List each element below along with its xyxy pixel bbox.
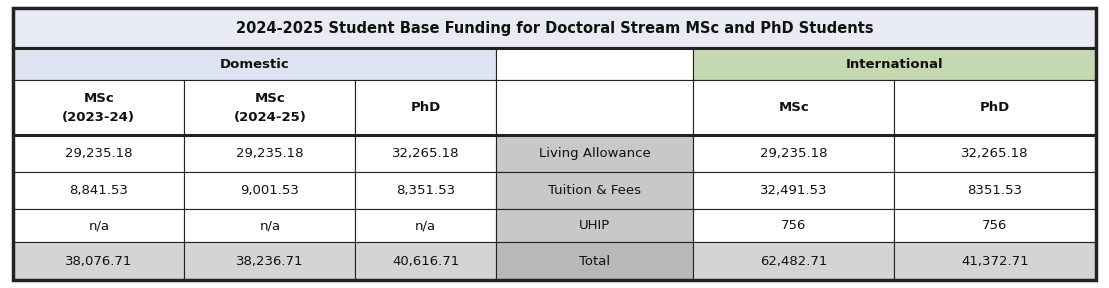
Bar xyxy=(693,172,894,209)
Bar xyxy=(184,80,355,135)
Bar xyxy=(894,209,1096,242)
Text: 29,235.18: 29,235.18 xyxy=(760,147,827,160)
Text: Total: Total xyxy=(579,255,610,268)
Text: UHIP: UHIP xyxy=(579,219,610,232)
Text: Tuition & Fees: Tuition & Fees xyxy=(548,184,641,197)
Text: 8,351.53: 8,351.53 xyxy=(396,184,456,197)
Text: 41,372.71: 41,372.71 xyxy=(962,255,1029,268)
Bar xyxy=(496,135,693,172)
Bar xyxy=(355,209,496,242)
Text: PhD: PhD xyxy=(410,101,440,114)
Text: n/a: n/a xyxy=(415,219,436,232)
Bar xyxy=(13,80,184,135)
Text: n/a: n/a xyxy=(260,219,281,232)
Text: 38,236.71: 38,236.71 xyxy=(236,255,304,268)
Bar xyxy=(693,48,1096,80)
Bar xyxy=(496,242,693,280)
Text: 29,235.18: 29,235.18 xyxy=(236,147,304,160)
Bar xyxy=(894,135,1096,172)
Text: 40,616.71: 40,616.71 xyxy=(393,255,459,268)
Text: 8,841.53: 8,841.53 xyxy=(70,184,129,197)
Bar xyxy=(693,209,894,242)
Text: 29,235.18: 29,235.18 xyxy=(65,147,133,160)
Text: 32,265.18: 32,265.18 xyxy=(962,147,1029,160)
Text: International: International xyxy=(845,58,943,71)
Bar xyxy=(184,242,355,280)
Text: MSc
(2024-25): MSc (2024-25) xyxy=(233,92,306,124)
Text: Domestic: Domestic xyxy=(220,58,289,71)
Bar xyxy=(13,135,184,172)
Bar xyxy=(13,8,1096,48)
Bar xyxy=(894,172,1096,209)
Bar xyxy=(496,209,693,242)
Text: n/a: n/a xyxy=(89,219,110,232)
Bar xyxy=(355,172,496,209)
Bar xyxy=(693,135,894,172)
Text: 756: 756 xyxy=(781,219,806,232)
Bar xyxy=(693,242,894,280)
Bar xyxy=(496,48,693,80)
Bar xyxy=(355,135,496,172)
Text: 9,001.53: 9,001.53 xyxy=(241,184,299,197)
Text: 38,076.71: 38,076.71 xyxy=(65,255,132,268)
Text: 32,265.18: 32,265.18 xyxy=(391,147,459,160)
Text: 756: 756 xyxy=(983,219,1008,232)
Bar xyxy=(496,80,693,135)
Bar xyxy=(13,48,496,80)
Text: 62,482.71: 62,482.71 xyxy=(760,255,827,268)
Text: Living Allowance: Living Allowance xyxy=(539,147,650,160)
Bar xyxy=(184,209,355,242)
Bar xyxy=(13,242,184,280)
Bar xyxy=(184,172,355,209)
Text: PhD: PhD xyxy=(980,101,1010,114)
Text: MSc
(2023-24): MSc (2023-24) xyxy=(62,92,135,124)
Bar xyxy=(894,242,1096,280)
Text: 32,491.53: 32,491.53 xyxy=(760,184,827,197)
Bar xyxy=(496,172,693,209)
Bar xyxy=(355,80,496,135)
Bar xyxy=(13,209,184,242)
Bar xyxy=(13,172,184,209)
Bar xyxy=(355,242,496,280)
Text: 8351.53: 8351.53 xyxy=(967,184,1022,197)
Text: 2024-2025 Student Base Funding for Doctoral Stream MSc and PhD Students: 2024-2025 Student Base Funding for Docto… xyxy=(236,21,873,36)
Text: MSc: MSc xyxy=(779,101,810,114)
Bar xyxy=(184,135,355,172)
Bar xyxy=(894,80,1096,135)
Bar xyxy=(693,80,894,135)
